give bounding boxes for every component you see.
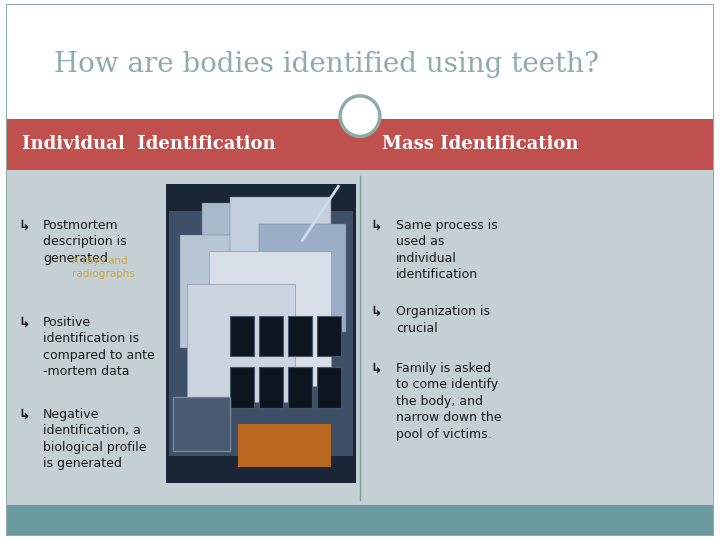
Text: ↳: ↳ — [18, 408, 30, 422]
FancyBboxPatch shape — [259, 316, 283, 356]
Text: Same process is
used as
individual
identification: Same process is used as individual ident… — [396, 219, 498, 281]
Ellipse shape — [340, 96, 380, 136]
FancyBboxPatch shape — [238, 424, 331, 467]
FancyBboxPatch shape — [180, 235, 274, 348]
Text: ↳: ↳ — [371, 305, 382, 319]
FancyBboxPatch shape — [259, 367, 283, 408]
FancyBboxPatch shape — [7, 5, 713, 119]
FancyBboxPatch shape — [288, 316, 312, 356]
Text: Positive
identification is
compared to ante
-mortem data: Positive identification is compared to a… — [43, 316, 155, 379]
FancyBboxPatch shape — [7, 170, 713, 505]
FancyBboxPatch shape — [317, 367, 341, 408]
FancyBboxPatch shape — [7, 119, 713, 170]
Text: ↳: ↳ — [371, 219, 382, 233]
Text: Mass Identification: Mass Identification — [382, 136, 578, 153]
FancyBboxPatch shape — [230, 367, 254, 408]
FancyBboxPatch shape — [173, 397, 230, 451]
Text: ◦: ◦ — [58, 256, 63, 267]
FancyBboxPatch shape — [317, 316, 341, 356]
FancyBboxPatch shape — [230, 316, 254, 356]
FancyBboxPatch shape — [7, 5, 713, 535]
Text: Postmortem
description is
generated: Postmortem description is generated — [43, 219, 127, 265]
FancyBboxPatch shape — [7, 505, 713, 535]
Text: Organization is
crucial: Organization is crucial — [396, 305, 490, 335]
FancyBboxPatch shape — [259, 224, 346, 332]
FancyBboxPatch shape — [166, 184, 356, 483]
Text: How are bodies identified using teeth?: How are bodies identified using teeth? — [54, 51, 599, 78]
FancyBboxPatch shape — [230, 197, 331, 294]
Text: ↳: ↳ — [18, 219, 30, 233]
FancyBboxPatch shape — [209, 251, 331, 386]
Text: ↳: ↳ — [18, 316, 30, 330]
Text: X rays and
radiographs: X rays and radiographs — [72, 256, 135, 279]
Text: ↳: ↳ — [371, 362, 382, 376]
FancyBboxPatch shape — [202, 202, 302, 321]
FancyBboxPatch shape — [187, 284, 295, 402]
FancyBboxPatch shape — [288, 367, 312, 408]
FancyBboxPatch shape — [169, 211, 353, 456]
Text: Family is asked
to come identify
the body, and
narrow down the
pool of victims.: Family is asked to come identify the bod… — [396, 362, 502, 441]
Text: Individual  Identification: Individual Identification — [22, 136, 275, 153]
Text: Negative
identification, a
biological profile
is generated: Negative identification, a biological pr… — [43, 408, 147, 470]
